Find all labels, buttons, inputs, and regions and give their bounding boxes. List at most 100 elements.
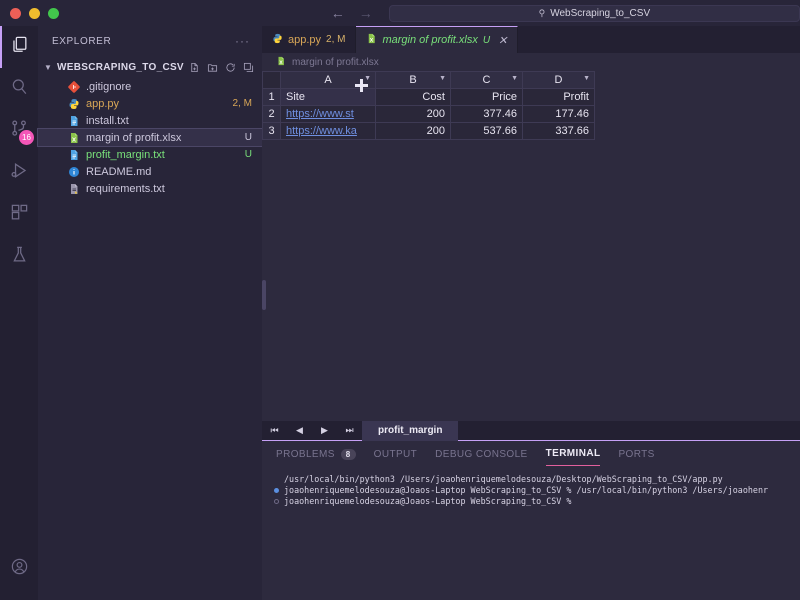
filter-icon[interactable]: ▼ (583, 75, 590, 82)
cell-b1[interactable]: Cost (375, 88, 451, 106)
close-icon[interactable]: ✕ (498, 34, 508, 47)
title-bar: ← → ⚲ WebScraping_to_CSV (0, 0, 800, 26)
prompt-bullet-icon (274, 499, 279, 504)
new-file-icon[interactable] (189, 62, 200, 73)
tab-ports[interactable]: PORTS (618, 448, 655, 460)
new-folder-icon[interactable] (207, 62, 218, 73)
cell-a1[interactable]: Site (280, 88, 376, 106)
file-name: .gitignore (86, 80, 132, 93)
tab-output[interactable]: OUTPUT (373, 448, 418, 460)
spreadsheet-grid: A ▼ B ▼ C ▼ D ▼ 1 Site Cost (262, 71, 595, 140)
column-label: B (409, 74, 417, 86)
info-icon (68, 166, 80, 178)
filter-icon[interactable]: ▼ (511, 75, 518, 82)
file-row-install-txt[interactable]: install.txt (38, 112, 262, 129)
column-header-d[interactable]: D ▼ (522, 71, 595, 89)
table-row: 1 Site Cost Price Profit (262, 88, 595, 106)
file-row-gitignore[interactable]: .gitignore (38, 78, 262, 95)
cell-c3[interactable]: 537.66 (450, 122, 523, 140)
activity-item-run-and-debug[interactable] (0, 152, 38, 194)
cell-b2[interactable]: 200 (375, 105, 451, 123)
prompt-bullet-icon (274, 488, 279, 493)
terminal-line: joaohenriquemelodesouza@Joaos-Laptop Web… (274, 485, 800, 496)
text-icon (68, 149, 80, 161)
explorer-header: EXPLORER ··· (38, 26, 262, 56)
cell-d2[interactable]: 177.46 (522, 105, 595, 123)
text-icon (68, 115, 80, 127)
row-header[interactable]: 2 (262, 105, 281, 123)
table-row: 2 https://www.st 200 377.46 177.46 (262, 105, 595, 123)
sheet-tab-profit-margin[interactable]: profit_margin (362, 420, 459, 441)
tab-problems[interactable]: PROBLEMS 8 (276, 442, 356, 466)
file-name: requirements.txt (86, 182, 165, 195)
cell-c2[interactable]: 377.46 (450, 105, 523, 123)
tab-status: U (482, 34, 491, 46)
file-status: U (244, 132, 252, 143)
zoom-window-button[interactable] (48, 7, 59, 19)
excel-icon (366, 33, 377, 47)
next-sheet-button[interactable]: ▶ (321, 425, 328, 435)
previous-sheet-button[interactable]: ◀ (296, 425, 303, 435)
folder-actions (189, 62, 254, 73)
row-header[interactable]: 3 (262, 122, 281, 140)
explorer-more-actions[interactable]: ··· (235, 34, 250, 48)
file-name: install.txt (86, 114, 129, 127)
last-sheet-button[interactable]: ⏭ (345, 425, 354, 435)
activity-item-testing[interactable] (0, 236, 38, 278)
tab-terminal[interactable]: TERMINAL (545, 442, 601, 466)
cell-b3[interactable]: 200 (375, 122, 451, 140)
command-center-search[interactable]: ⚲ WebScraping_to_CSV (388, 4, 800, 22)
close-window-button[interactable] (10, 7, 21, 19)
file-status: 2, M (232, 98, 252, 109)
source-control-badge: 16 (19, 130, 34, 145)
column-label: D (554, 74, 563, 86)
file-row-app-py[interactable]: app.py 2, M (38, 95, 262, 112)
filter-icon[interactable]: ▼ (364, 75, 371, 82)
row-header[interactable]: 1 (262, 88, 281, 106)
back-arrow-icon[interactable]: ← (330, 5, 345, 21)
tab-margin-of-profit-xlsx[interactable]: margin of profit.xlsx U ✕ (356, 26, 519, 53)
explorer-sidebar: EXPLORER ··· ▼ WEBSCRAPING_TO_CSV (37, 26, 263, 600)
activity-bar: 16 (0, 26, 38, 600)
cell-c1[interactable]: Price (450, 88, 523, 106)
site-link[interactable]: https://www.st (286, 108, 354, 120)
folder-section-header[interactable]: ▼ WEBSCRAPING_TO_CSV (38, 56, 262, 78)
refresh-icon[interactable] (225, 62, 236, 73)
file-row-readme-md[interactable]: README.md (38, 163, 262, 180)
activity-item-extensions[interactable] (0, 194, 38, 236)
minimize-window-button[interactable] (29, 7, 40, 19)
forward-arrow-icon[interactable]: → (358, 5, 373, 21)
terminal-output[interactable]: /usr/local/bin/python3 /Users/joaohenriq… (262, 466, 800, 507)
file-row-requirements-txt[interactable]: requirements.txt (38, 180, 262, 197)
activity-item-explorer[interactable] (0, 26, 38, 68)
nav-arrows: ← → (331, 6, 373, 20)
extensions-icon (10, 203, 29, 227)
cell-a2[interactable]: https://www.st (280, 105, 376, 123)
editor-tab-bar: app.py 2, M margin of profit.xlsx U ✕ (262, 26, 800, 53)
editor-scrollbar[interactable] (262, 280, 266, 310)
tab-label: margin of profit.xlsx (382, 34, 478, 46)
terminal-line: joaohenriquemelodesouza@Joaos-Laptop Web… (274, 496, 800, 507)
grid-corner[interactable] (262, 71, 281, 89)
cell-a3[interactable]: https://www.ka (280, 122, 376, 140)
column-header-b[interactable]: B ▼ (375, 71, 451, 89)
column-header-a[interactable]: A ▼ (280, 71, 376, 89)
file-name: README.md (86, 165, 152, 178)
breadcrumb[interactable]: margin of profit.xlsx (262, 53, 800, 71)
first-sheet-button[interactable]: ⏮ (270, 425, 279, 435)
chevron-down-icon: ▼ (44, 62, 53, 72)
activity-item-account[interactable] (0, 548, 38, 590)
column-header-c[interactable]: C ▼ (450, 71, 523, 89)
file-row-margin-of-profit-xlsx[interactable]: margin of profit.xlsx U (37, 128, 263, 147)
cell-d3[interactable]: 337.66 (522, 122, 595, 140)
site-link[interactable]: https://www.ka (286, 125, 357, 137)
activity-item-search[interactable] (0, 68, 38, 110)
tab-debug-console[interactable]: DEBUG CONSOLE (435, 448, 528, 460)
file-row-profit-margin-txt[interactable]: profit_margin.txt U (38, 146, 262, 163)
filter-icon[interactable]: ▼ (439, 75, 446, 82)
activity-item-source-control[interactable]: 16 (0, 110, 38, 152)
collapse-all-icon[interactable] (243, 62, 254, 73)
python-icon (68, 98, 80, 110)
cell-d1[interactable]: Profit (522, 88, 595, 106)
tab-app-py[interactable]: app.py 2, M (262, 26, 357, 53)
